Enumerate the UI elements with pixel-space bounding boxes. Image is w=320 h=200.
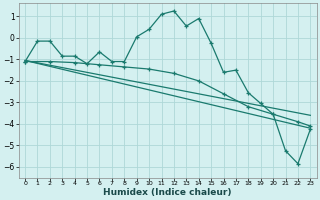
X-axis label: Humidex (Indice chaleur): Humidex (Indice chaleur) [103, 188, 232, 197]
